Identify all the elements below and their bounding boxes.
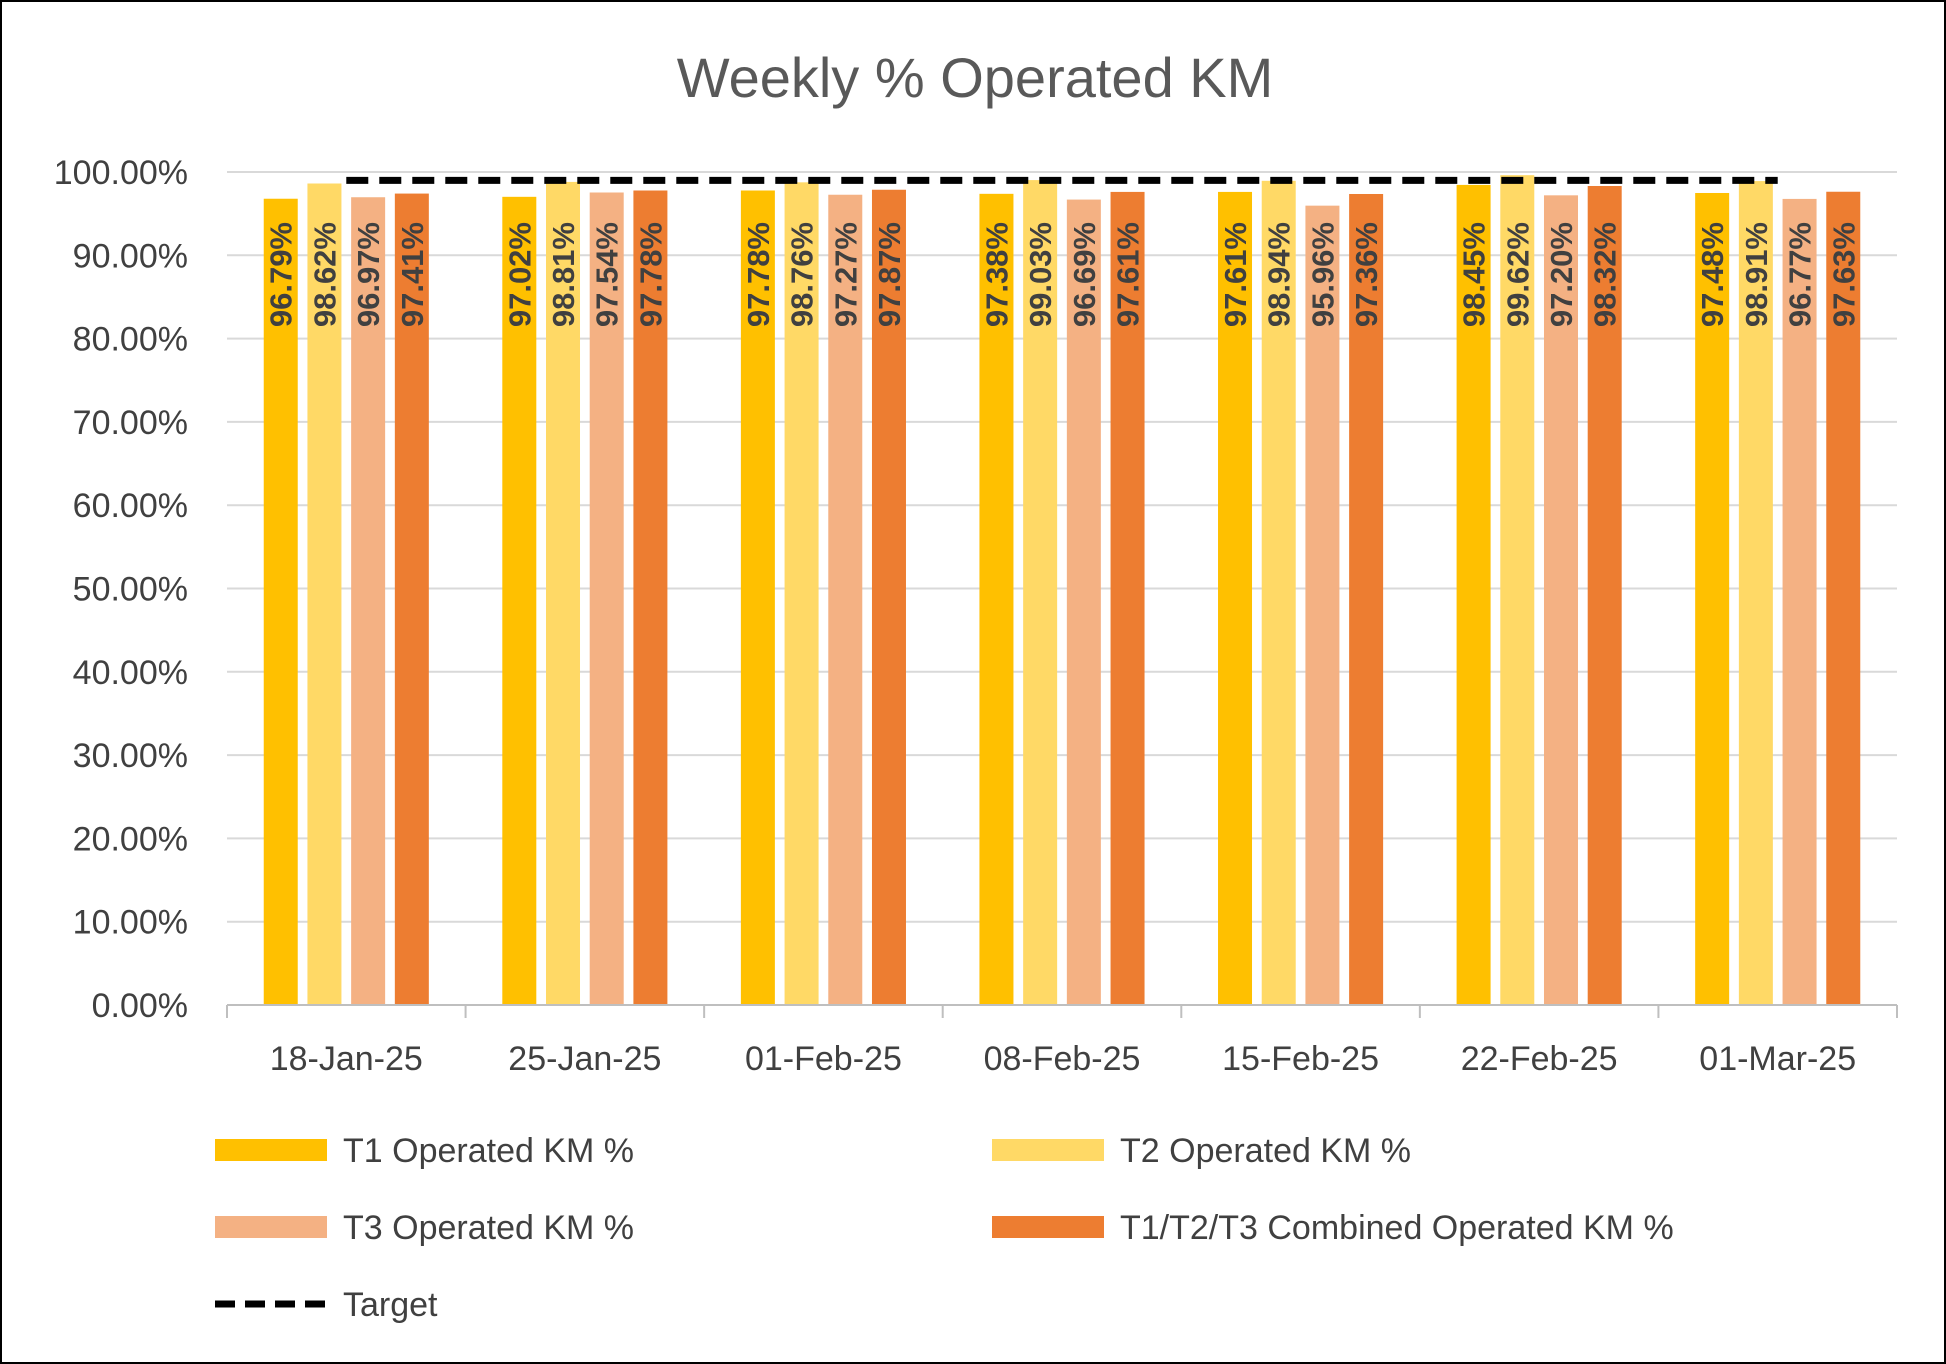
data-label: 97.20% — [1544, 222, 1579, 327]
y-tick-label: 10.00% — [73, 904, 188, 942]
data-label: 97.63% — [1826, 222, 1861, 327]
x-axis — [226, 1004, 1898, 1018]
data-label: 97.41% — [395, 222, 430, 327]
chart-title: Weekly % Operated KM — [677, 46, 1274, 109]
legend-swatch — [215, 1139, 327, 1161]
data-label: 98.91% — [1739, 222, 1774, 327]
bar — [1543, 195, 1578, 1006]
data-label: 99.62% — [1500, 222, 1535, 327]
data-label: 97.78% — [633, 222, 668, 327]
bar — [307, 183, 342, 1005]
data-label: 97.27% — [828, 222, 863, 327]
y-tick-label: 20.00% — [73, 820, 188, 858]
y-tick-label: 70.00% — [73, 404, 188, 442]
data-label: 98.94% — [1262, 222, 1297, 327]
bar — [1023, 180, 1058, 1006]
bar — [1826, 191, 1861, 1006]
y-axis-tick-labels: 0.00% 10.00% 20.00% 30.00% 40.00% 50.00% 60.00… — [54, 154, 188, 1025]
legend-label: T1 Operated KM % — [343, 1132, 634, 1170]
legend-swatch — [215, 1216, 327, 1238]
legend-item: T1/T2/T3 Combined Operated KM % — [992, 1209, 1674, 1247]
y-tick-label: 100.00% — [54, 154, 188, 192]
legend-label: Target — [343, 1286, 438, 1324]
legend: T1 Operated KM % T2 Operated KM % T3 Opera… — [215, 1132, 1674, 1324]
bar — [1782, 198, 1817, 1006]
data-label: 96.77% — [1783, 222, 1818, 327]
legend-item: T2 Operated KM % — [992, 1132, 1411, 1170]
data-label: 98.81% — [546, 222, 581, 327]
bar — [394, 193, 429, 1005]
bar — [546, 181, 581, 1005]
bar — [828, 194, 863, 1005]
y-tick-label: 80.00% — [73, 321, 188, 359]
data-label: 97.36% — [1349, 222, 1384, 327]
legend-swatch — [992, 1139, 1104, 1161]
bar — [1500, 175, 1535, 1005]
x-tick-label: 08-Feb-25 — [984, 1040, 1141, 1078]
legend-swatch — [992, 1216, 1104, 1238]
data-label: 96.79% — [264, 222, 299, 327]
bar — [784, 182, 819, 1005]
x-tick-label: 15-Feb-25 — [1222, 1040, 1379, 1078]
data-labels: 96.79% 98.62% 96.97% 97.41% 97.02% 98.81% 97.5… — [264, 222, 1862, 327]
bar — [633, 190, 668, 1005]
data-label: 97.54% — [590, 222, 625, 327]
x-tick-label: 25-Jan-25 — [508, 1040, 661, 1078]
bar — [589, 192, 624, 1005]
x-tick-label: 22-Feb-25 — [1461, 1040, 1618, 1078]
bar — [1695, 192, 1730, 1006]
data-label: 97.38% — [979, 222, 1014, 327]
data-label: 97.61% — [1218, 222, 1253, 327]
bar — [1738, 181, 1773, 1005]
y-tick-label: 40.00% — [73, 654, 188, 692]
bar — [263, 198, 298, 1005]
y-tick-label: 30.00% — [73, 737, 188, 775]
bar — [979, 193, 1014, 1006]
data-label: 97.02% — [502, 222, 537, 327]
bar — [1456, 184, 1491, 1005]
bar — [871, 189, 906, 1005]
data-label: 98.45% — [1457, 222, 1492, 327]
data-label: 97.61% — [1111, 222, 1146, 327]
y-tick-label: 60.00% — [73, 487, 188, 525]
data-label: 98.32% — [1588, 222, 1623, 327]
data-label: 96.69% — [1067, 222, 1102, 327]
bar — [1110, 191, 1145, 1006]
bar — [351, 197, 386, 1006]
data-label: 99.03% — [1023, 222, 1058, 327]
legend-item: T1 Operated KM % — [215, 1132, 634, 1170]
y-tick-label: 0.00% — [92, 987, 188, 1025]
bars — [263, 175, 1861, 1006]
bar — [1587, 185, 1622, 1006]
data-label: 98.76% — [785, 222, 820, 327]
bar — [1066, 199, 1101, 1006]
y-tick-label: 90.00% — [73, 237, 188, 275]
bar — [1261, 180, 1296, 1005]
bar — [1305, 205, 1340, 1005]
legend-item: T3 Operated KM % — [215, 1209, 634, 1247]
data-label: 97.87% — [872, 222, 907, 327]
x-tick-label: 01-Mar-25 — [1699, 1040, 1856, 1078]
y-tick-label: 50.00% — [73, 571, 188, 609]
data-label: 95.96% — [1305, 222, 1340, 327]
data-label: 97.48% — [1695, 222, 1730, 327]
bar — [1218, 191, 1253, 1006]
x-tick-label: 18-Jan-25 — [270, 1040, 423, 1078]
legend-item: Target — [215, 1286, 438, 1324]
legend-label: T3 Operated KM % — [343, 1209, 634, 1247]
bar — [1349, 193, 1384, 1005]
data-label: 98.62% — [307, 222, 342, 327]
x-tick-label: 01-Feb-25 — [745, 1040, 902, 1078]
data-label: 96.97% — [351, 222, 386, 327]
bar — [740, 190, 775, 1005]
gridlines — [227, 171, 1897, 923]
bar — [502, 196, 537, 1006]
legend-label: T2 Operated KM % — [1120, 1132, 1411, 1170]
legend-label: T1/T2/T3 Combined Operated KM % — [1120, 1209, 1674, 1247]
x-axis-category-labels: 18-Jan-25 25-Jan-25 01-Feb-25 08-Feb-25 15-F… — [270, 1040, 1856, 1078]
data-label: 97.78% — [741, 222, 776, 327]
